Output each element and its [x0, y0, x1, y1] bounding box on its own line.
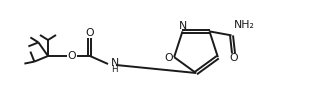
- Text: O: O: [86, 28, 94, 38]
- Text: N: N: [179, 21, 187, 31]
- Text: N: N: [111, 58, 119, 68]
- Text: O: O: [229, 53, 238, 63]
- Text: H: H: [111, 65, 118, 74]
- Text: O: O: [165, 53, 173, 63]
- Text: O: O: [68, 51, 76, 61]
- Text: NH₂: NH₂: [234, 20, 255, 30]
